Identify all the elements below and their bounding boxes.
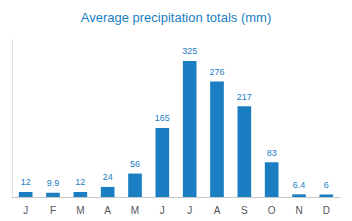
- svg-text:325: 325: [182, 46, 197, 56]
- svg-text:D: D: [323, 205, 330, 216]
- svg-text:24: 24: [103, 172, 113, 182]
- svg-text:165: 165: [155, 113, 170, 123]
- svg-text:J: J: [23, 205, 28, 216]
- svg-text:217: 217: [237, 92, 252, 102]
- svg-text:N: N: [295, 205, 302, 216]
- svg-text:J: J: [160, 205, 165, 216]
- svg-text:56: 56: [130, 159, 140, 169]
- svg-text:A: A: [104, 205, 111, 216]
- svg-text:M: M: [76, 205, 84, 216]
- svg-text:12: 12: [75, 177, 85, 187]
- svg-text:J: J: [187, 205, 192, 216]
- svg-text:83: 83: [267, 148, 277, 158]
- svg-text:6: 6: [324, 180, 329, 190]
- svg-text:276: 276: [209, 67, 224, 77]
- svg-text:M: M: [131, 205, 139, 216]
- svg-text:12: 12: [21, 177, 31, 187]
- svg-text:F: F: [50, 205, 56, 216]
- svg-text:A: A: [214, 205, 221, 216]
- svg-text:9.9: 9.9: [47, 178, 60, 188]
- svg-text:O: O: [268, 205, 276, 216]
- svg-text:6.4: 6.4: [293, 180, 306, 190]
- svg-text:S: S: [241, 205, 248, 216]
- svg-text:Average precipitation totals (: Average precipitation totals (mm): [81, 10, 272, 25]
